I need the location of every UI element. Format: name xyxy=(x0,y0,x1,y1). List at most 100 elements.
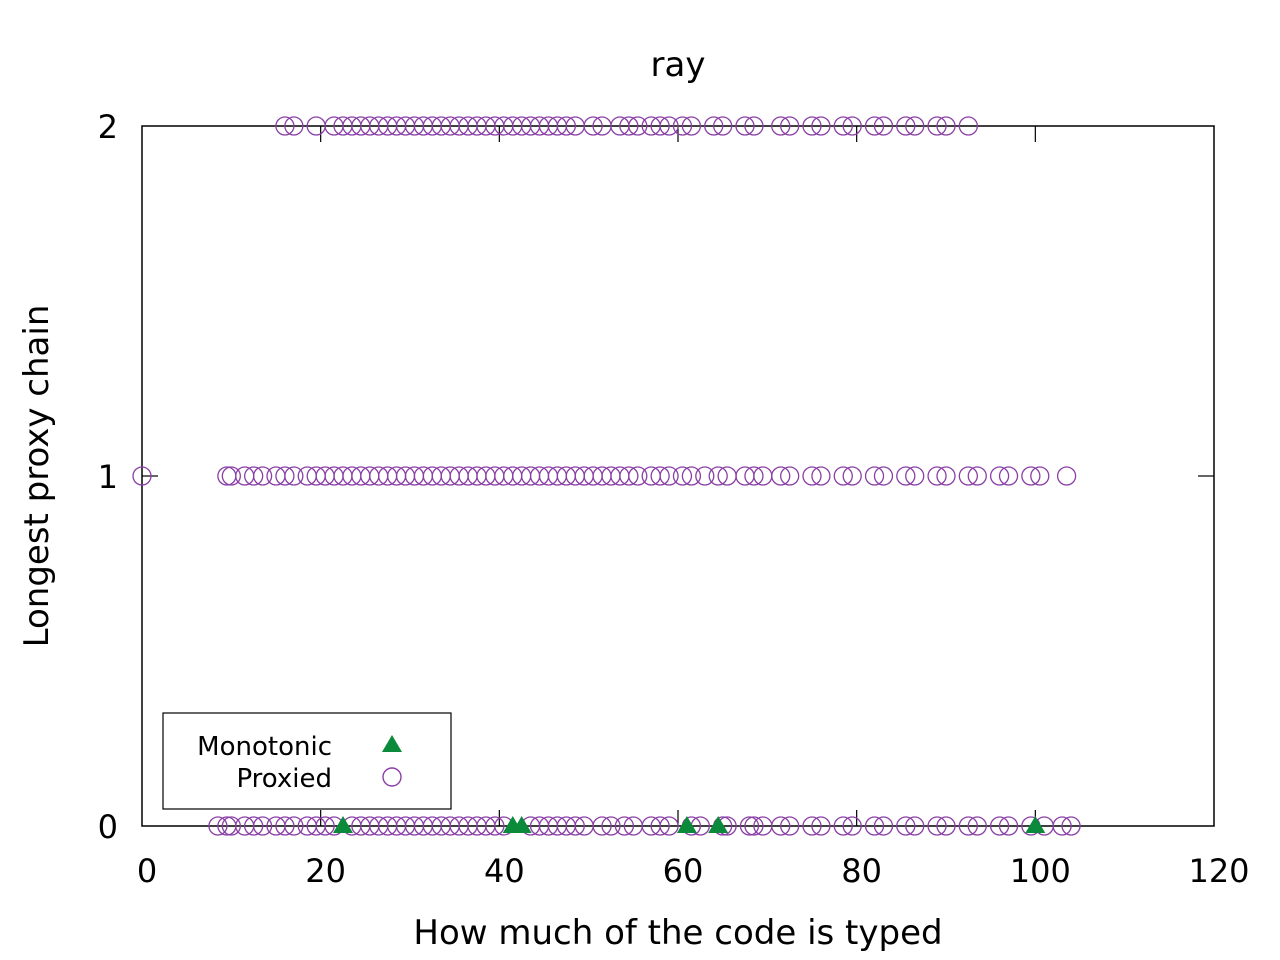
proxied-point xyxy=(905,816,925,836)
proxied-point xyxy=(842,466,862,486)
proxied-point xyxy=(132,466,152,486)
proxied-point xyxy=(833,116,853,136)
proxied-point xyxy=(252,816,273,836)
y-tick-label: 0 xyxy=(98,808,118,846)
proxied-point xyxy=(1052,816,1072,836)
proxied-point xyxy=(1056,466,1077,486)
proxied-point xyxy=(873,466,894,486)
proxied-point xyxy=(221,816,241,836)
legend-box xyxy=(162,712,452,810)
x-tick-label: 80 xyxy=(841,852,882,890)
proxied-point xyxy=(275,466,295,486)
proxied-point xyxy=(998,816,1019,836)
proxied-point xyxy=(864,116,885,136)
proxied-point xyxy=(628,466,648,486)
monotonic-point xyxy=(333,816,353,833)
proxied-point xyxy=(802,466,822,486)
proxied-point xyxy=(565,816,585,836)
proxied-point xyxy=(650,116,670,136)
proxied-point xyxy=(217,466,237,486)
proxied-point xyxy=(208,816,228,836)
x-tick-label: 20 xyxy=(305,852,346,890)
proxied-point xyxy=(744,116,764,136)
proxied-point xyxy=(744,816,764,836)
proxied-point xyxy=(771,816,791,836)
proxied-point xyxy=(244,816,264,836)
legend: Monotonic Proxied xyxy=(162,712,452,810)
proxied-point xyxy=(583,116,603,136)
x-tick-label: 100 xyxy=(1010,852,1071,890)
proxied-point xyxy=(556,116,576,136)
monotonic-point xyxy=(1025,816,1046,833)
points-layer xyxy=(132,116,1081,836)
proxied-point xyxy=(744,466,764,486)
proxied-point xyxy=(771,116,791,136)
proxied-point xyxy=(221,466,241,486)
proxied-point xyxy=(244,466,264,486)
y-tick-label: 1 xyxy=(98,458,118,496)
legend-label-monotonic: Monotonic xyxy=(197,732,332,762)
proxied-point xyxy=(601,816,621,836)
proxied-point xyxy=(896,816,916,836)
proxied-point xyxy=(1061,816,1081,836)
monotonic-point xyxy=(511,816,532,833)
proxied-point xyxy=(672,116,693,136)
proxied-point xyxy=(905,116,925,136)
proxied-point xyxy=(659,116,679,136)
proxied-point xyxy=(672,466,693,486)
proxied-point xyxy=(958,816,978,836)
proxied-point xyxy=(873,116,894,136)
proxied-point xyxy=(802,816,822,836)
proxied-point xyxy=(681,116,702,136)
proxied-point xyxy=(811,466,831,486)
proxied-point xyxy=(252,466,273,486)
proxied-point xyxy=(811,816,831,836)
x-tick-label: 40 xyxy=(484,852,525,890)
proxied-point xyxy=(864,466,885,486)
proxied-point xyxy=(967,816,987,836)
proxied-point xyxy=(713,116,733,136)
proxied-point xyxy=(614,816,635,836)
proxied-point xyxy=(704,116,724,136)
proxied-point xyxy=(1030,466,1050,486)
proxied-point xyxy=(284,816,304,836)
proxied-point xyxy=(780,116,800,136)
proxied-point xyxy=(967,466,987,486)
proxied-point xyxy=(833,816,853,836)
proxied-point xyxy=(735,116,755,136)
proxied-point xyxy=(628,116,648,136)
legend-marker-monotonic xyxy=(382,735,402,752)
proxied-point xyxy=(936,816,956,836)
proxied-point xyxy=(936,466,956,486)
y-tick-label: 2 xyxy=(98,108,118,146)
proxied-point xyxy=(592,816,612,836)
proxied-point xyxy=(275,816,295,836)
proxied-point xyxy=(771,466,791,486)
chart-title: ray xyxy=(651,45,706,85)
proxied-point xyxy=(275,116,295,136)
proxied-point xyxy=(958,466,978,486)
proxied-point xyxy=(896,466,916,486)
proxied-point xyxy=(739,816,760,836)
x-tick-label: 120 xyxy=(1188,852,1249,890)
proxied-point xyxy=(681,466,702,486)
x-tick-label: 60 xyxy=(663,852,704,890)
proxied-point xyxy=(650,466,670,486)
y-axis-label: Longest proxy chain xyxy=(17,305,57,648)
proxied-point xyxy=(284,116,304,136)
proxied-point xyxy=(708,466,728,486)
x-axis-label: How much of the code is typed xyxy=(413,913,942,953)
proxied-point xyxy=(695,466,715,486)
proxied-point xyxy=(650,816,670,836)
proxied-point xyxy=(619,116,639,136)
proxied-point xyxy=(811,116,831,136)
proxied-point xyxy=(958,116,978,136)
ticks-layer: 0 20 40 60 80 100 120 0 1 2 xyxy=(98,108,1250,890)
proxied-point xyxy=(619,466,639,486)
x-tick-label: 0 xyxy=(137,852,157,890)
proxied-point xyxy=(842,816,862,836)
proxied-point xyxy=(927,466,947,486)
proxied-point xyxy=(780,816,800,836)
